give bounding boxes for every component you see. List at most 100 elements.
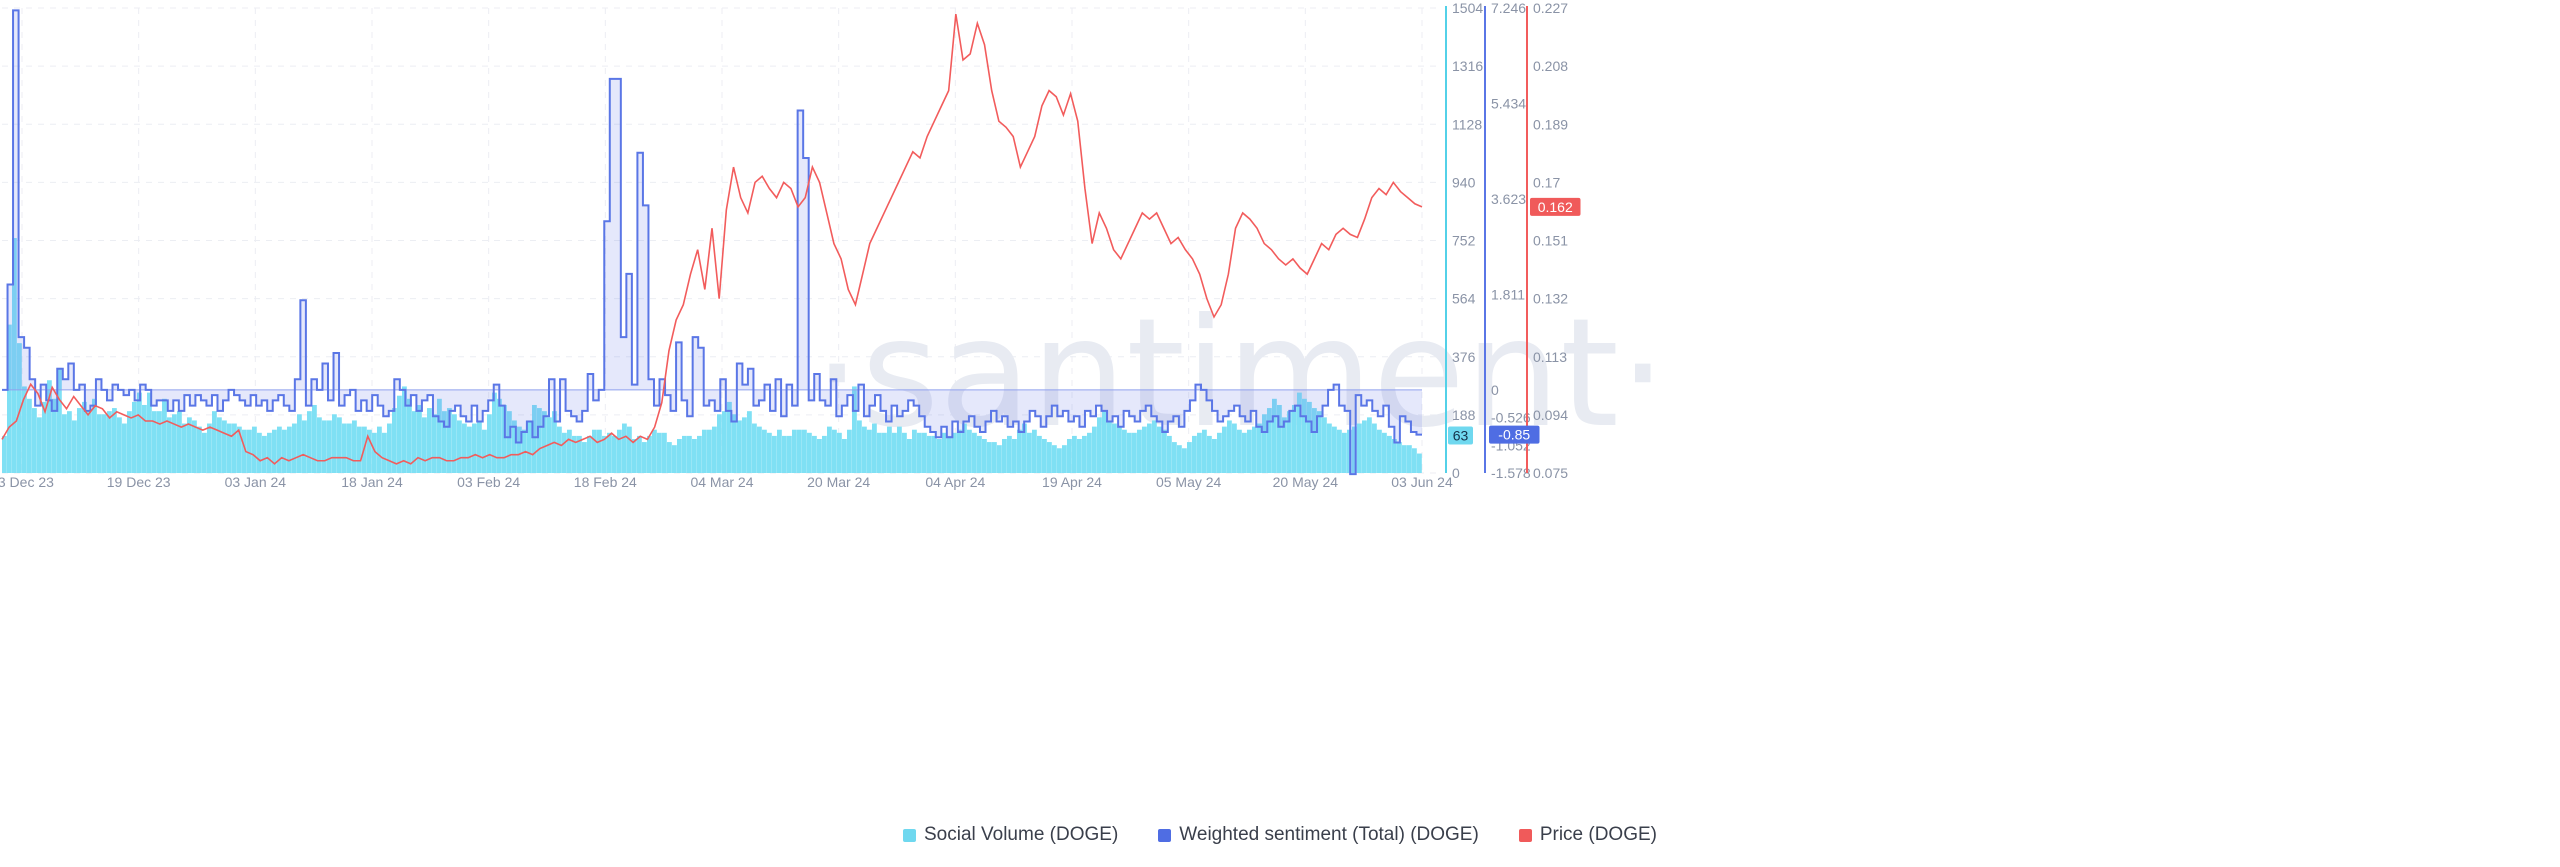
social-volume-bar <box>107 411 112 473</box>
social-volume-bar <box>1327 423 1332 473</box>
legend-swatch-sentiment <box>1158 828 1172 842</box>
badge-sentiment-text: -0.85 <box>1498 427 1530 443</box>
social-volume-bar <box>432 414 437 473</box>
social-volume-bar <box>12 238 17 473</box>
badge-sentiment: -0.85 <box>1489 425 1540 444</box>
social-volume-bar <box>212 411 217 473</box>
social-volume-bar <box>1412 448 1417 473</box>
social-volume-bar <box>657 432 662 473</box>
social-volume-bar <box>302 420 307 473</box>
social-volume-bar <box>7 324 12 473</box>
social-volume-bar <box>42 401 47 473</box>
social-volume-bar <box>1127 432 1132 473</box>
social-volume-bar <box>157 411 162 473</box>
social-volume-bar <box>922 432 927 473</box>
social-volume-bar <box>862 426 867 473</box>
social-volume-bar <box>1012 438 1017 473</box>
x-tick-label: 20 Mar 24 <box>807 474 870 490</box>
social-volume-bar <box>492 392 497 473</box>
social-volume-bar <box>247 429 252 473</box>
social-volume-bar <box>877 432 882 473</box>
social-volume-bar <box>1392 438 1397 473</box>
legend-item-price[interactable]: Price (DOGE) <box>1518 824 1657 846</box>
social-volume-bar <box>1402 445 1407 473</box>
social-volume-bar <box>912 429 917 473</box>
social-volume-bars <box>2 238 1422 473</box>
x-tick-label: 03 Jan 24 <box>225 474 287 490</box>
social-volume-bar <box>77 408 82 473</box>
sentiment-axis-tick-label: 0 <box>1491 382 1499 398</box>
social-volume-bar <box>667 442 672 473</box>
x-tick-label: 04 Apr 24 <box>925 474 985 490</box>
social-volume-bar <box>1332 426 1337 473</box>
social-volume-bar <box>132 401 137 473</box>
social-volume-bar <box>1092 426 1097 473</box>
social-volume-bar <box>1062 445 1067 473</box>
social-volume-bar <box>332 414 337 473</box>
social-volume-bar <box>1112 423 1117 473</box>
social-volume-bar <box>352 420 357 473</box>
social-volume-bar <box>1337 429 1342 473</box>
social-volume-bar <box>992 442 997 473</box>
social-volume-bar <box>1297 392 1302 473</box>
social-volume-bar <box>272 429 277 473</box>
social-volume-bar <box>82 401 87 473</box>
social-volume-bar <box>322 420 327 473</box>
social-volume-bar <box>372 432 377 473</box>
social-volume-bar <box>682 435 687 473</box>
social-volume-bar <box>1182 448 1187 473</box>
social-volume-axis-tick-label: 188 <box>1452 407 1476 423</box>
badge-social-volume-text: 63 <box>1453 428 1469 444</box>
social-volume-bar <box>982 438 987 473</box>
social-volume-bar <box>1212 438 1217 473</box>
social-volume-bar <box>587 435 592 473</box>
grid-layer <box>2 7 1442 474</box>
legend-item-social-volume[interactable]: Social Volume (DOGE) <box>902 824 1118 846</box>
social-volume-bar <box>1312 408 1317 473</box>
x-tick-label: 03 Jun 24 <box>1391 474 1453 490</box>
social-volume-bar <box>1177 445 1182 473</box>
social-volume-bar <box>932 435 937 473</box>
social-volume-bar <box>827 426 832 473</box>
social-volume-bar <box>917 432 922 473</box>
social-volume-bar <box>782 435 787 473</box>
social-volume-bar <box>2 435 7 473</box>
social-volume-bar <box>442 411 447 473</box>
social-volume-bar <box>422 417 427 473</box>
price-axis-tick-label: 0.227 <box>1533 0 1568 16</box>
social-volume-bar <box>1257 423 1262 473</box>
social-volume-bar <box>642 442 647 473</box>
social-volume-bar <box>162 398 167 473</box>
social-volume-bar <box>1162 429 1167 473</box>
badge-price-box <box>1530 197 1581 216</box>
social-volume-bar <box>1207 435 1212 473</box>
social-volume-bar <box>1167 435 1172 473</box>
social-volume-bar <box>1372 423 1377 473</box>
social-volume-axis-tick-label: 564 <box>1452 291 1476 307</box>
social-volume-bar <box>1137 429 1142 473</box>
badge-social-volume: 63 <box>1448 426 1473 445</box>
social-volume-bar <box>327 420 332 473</box>
social-volume-bar <box>592 429 597 473</box>
social-volume-bar <box>732 414 737 473</box>
legend-item-sentiment[interactable]: Weighted sentiment (Total) (DOGE) <box>1158 824 1479 846</box>
social-volume-bar <box>1252 426 1257 473</box>
social-volume-bar <box>92 398 97 473</box>
social-volume-bar <box>152 411 157 473</box>
social-volume-bar <box>1007 435 1012 473</box>
x-tick-label: 03 Feb 24 <box>457 474 520 490</box>
social-volume-bar <box>497 398 502 473</box>
social-volume-bar <box>852 386 857 473</box>
social-volume-bar <box>1292 404 1297 473</box>
social-volume-bar <box>1217 432 1222 473</box>
social-volume-bar <box>562 432 567 473</box>
social-volume-bar <box>632 438 637 473</box>
social-volume-bar <box>1097 417 1102 473</box>
social-volume-bar <box>1237 429 1242 473</box>
price-axis-tick-label: 0.094 <box>1533 407 1568 423</box>
social-volume-bar <box>1192 435 1197 473</box>
social-volume-bar <box>1247 429 1252 473</box>
x-tick-label: 04 Mar 24 <box>690 474 753 490</box>
social-volume-bar <box>207 423 212 473</box>
social-volume-bar <box>502 404 507 473</box>
